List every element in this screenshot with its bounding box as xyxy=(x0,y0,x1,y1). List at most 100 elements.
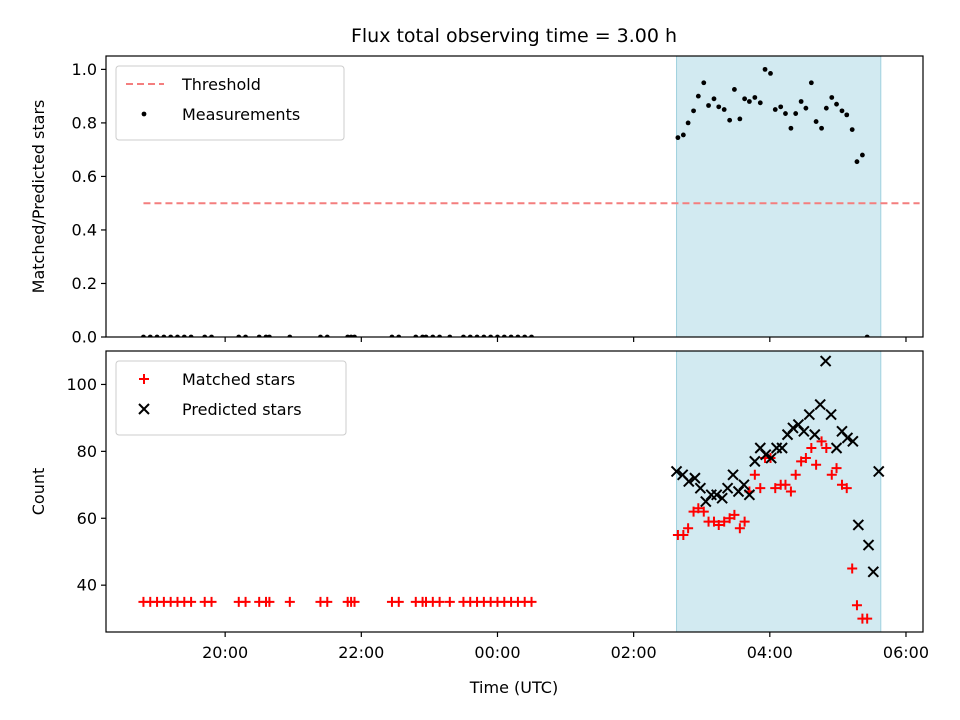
data-point xyxy=(240,596,251,607)
data-point xyxy=(849,127,855,132)
series-matched-stars xyxy=(138,436,873,624)
data-point xyxy=(803,105,809,111)
data-point xyxy=(749,455,761,468)
legend-box xyxy=(115,360,347,436)
x-tick-label: 00:00 xyxy=(474,643,520,662)
y-axis-label: Matched/Predicted stars xyxy=(29,100,48,294)
highlight-span xyxy=(676,55,882,338)
data-point xyxy=(811,459,822,470)
bottom-panel: 40 60 80 100 20:00 22:00 00:00 02:00 04:00 06:00 C… xyxy=(29,350,929,662)
data-point xyxy=(727,469,739,481)
data-point xyxy=(808,80,814,86)
data-point xyxy=(787,422,799,434)
y-tick-label: 0.8 xyxy=(72,113,97,132)
data-point xyxy=(839,108,845,114)
data-point xyxy=(819,355,832,367)
data-point xyxy=(798,425,810,437)
data-point xyxy=(765,452,777,464)
data-point xyxy=(809,428,821,441)
data-point xyxy=(721,482,734,494)
data-point xyxy=(393,596,404,607)
data-point xyxy=(834,101,839,107)
data-point xyxy=(798,99,804,104)
data-point xyxy=(762,66,768,72)
data-point xyxy=(434,596,445,607)
legend: Matched stars Predicted stars xyxy=(115,360,347,436)
data-point xyxy=(743,489,756,501)
data-point xyxy=(264,596,275,607)
data-point xyxy=(739,516,750,527)
data-point xyxy=(186,596,197,607)
data-point xyxy=(706,103,711,108)
y-tick-label: 60 xyxy=(77,509,97,528)
plot-frame xyxy=(105,55,924,338)
data-point xyxy=(284,596,295,607)
data-point xyxy=(729,509,740,520)
legend-label: Measurements xyxy=(182,105,300,124)
data-point xyxy=(768,70,773,76)
data-point xyxy=(737,116,743,122)
x-tick-label: 04:00 xyxy=(747,643,793,662)
data-point xyxy=(825,408,837,421)
data-point xyxy=(680,132,686,138)
y-tick-label: 0.6 xyxy=(72,167,97,186)
data-point xyxy=(852,519,865,531)
data-point xyxy=(711,96,717,102)
data-point xyxy=(749,469,760,480)
data-point xyxy=(793,111,799,116)
data-point xyxy=(349,596,360,607)
data-point xyxy=(867,566,880,578)
top-panel: 0.0 0.2 0.4 0.6 0.8 1.0 Matched/Predicted star… xyxy=(29,55,924,347)
series-predicted-stars xyxy=(670,355,885,578)
data-point xyxy=(698,506,709,517)
data-point xyxy=(683,475,695,488)
data-point xyxy=(738,479,750,491)
y-tick-label: 0.4 xyxy=(72,220,97,239)
data-point xyxy=(689,472,701,484)
data-point xyxy=(862,539,875,551)
data-point xyxy=(841,483,852,494)
legend-swatch xyxy=(139,374,149,384)
data-point xyxy=(711,489,723,501)
series-layer xyxy=(141,66,870,337)
data-point xyxy=(691,108,696,114)
data-point xyxy=(716,492,728,504)
legend: Threshold Measurements xyxy=(115,65,345,141)
data-point xyxy=(829,95,835,100)
data-point xyxy=(716,104,722,110)
series-layer xyxy=(138,355,885,624)
chart-title: Flux total observing time = 3.00 h xyxy=(351,25,677,47)
x-tick-label: 06:00 xyxy=(883,643,929,662)
data-point xyxy=(873,465,885,478)
y-axis-label: Count xyxy=(29,468,48,516)
data-point xyxy=(854,159,860,165)
x-tick-label: 22:00 xyxy=(338,643,384,662)
legend-label: Matched stars xyxy=(182,370,295,389)
data-point xyxy=(772,107,778,112)
data-point xyxy=(713,519,724,530)
data-point xyxy=(841,432,854,444)
series-measurements xyxy=(141,66,870,337)
data-point xyxy=(770,483,781,494)
data-point xyxy=(830,442,843,454)
y-tick-label: 100 xyxy=(66,375,97,394)
data-point xyxy=(788,125,794,131)
data-point xyxy=(813,119,819,124)
y-tick-label: 0.0 xyxy=(72,328,97,347)
y-tick-label: 1.0 xyxy=(72,60,97,79)
data-point xyxy=(819,125,824,131)
x-axis-label: Time (UTC) xyxy=(469,678,558,697)
data-point xyxy=(821,443,832,454)
data-point xyxy=(675,135,681,141)
data-point xyxy=(806,443,817,454)
data-point xyxy=(734,523,745,534)
data-point xyxy=(757,100,763,106)
data-point xyxy=(695,93,701,99)
data-point xyxy=(727,117,733,123)
data-point xyxy=(678,529,689,540)
data-point xyxy=(844,112,850,118)
y-tick-label: 80 xyxy=(77,442,97,461)
data-point xyxy=(851,600,862,611)
data-point xyxy=(670,465,683,478)
